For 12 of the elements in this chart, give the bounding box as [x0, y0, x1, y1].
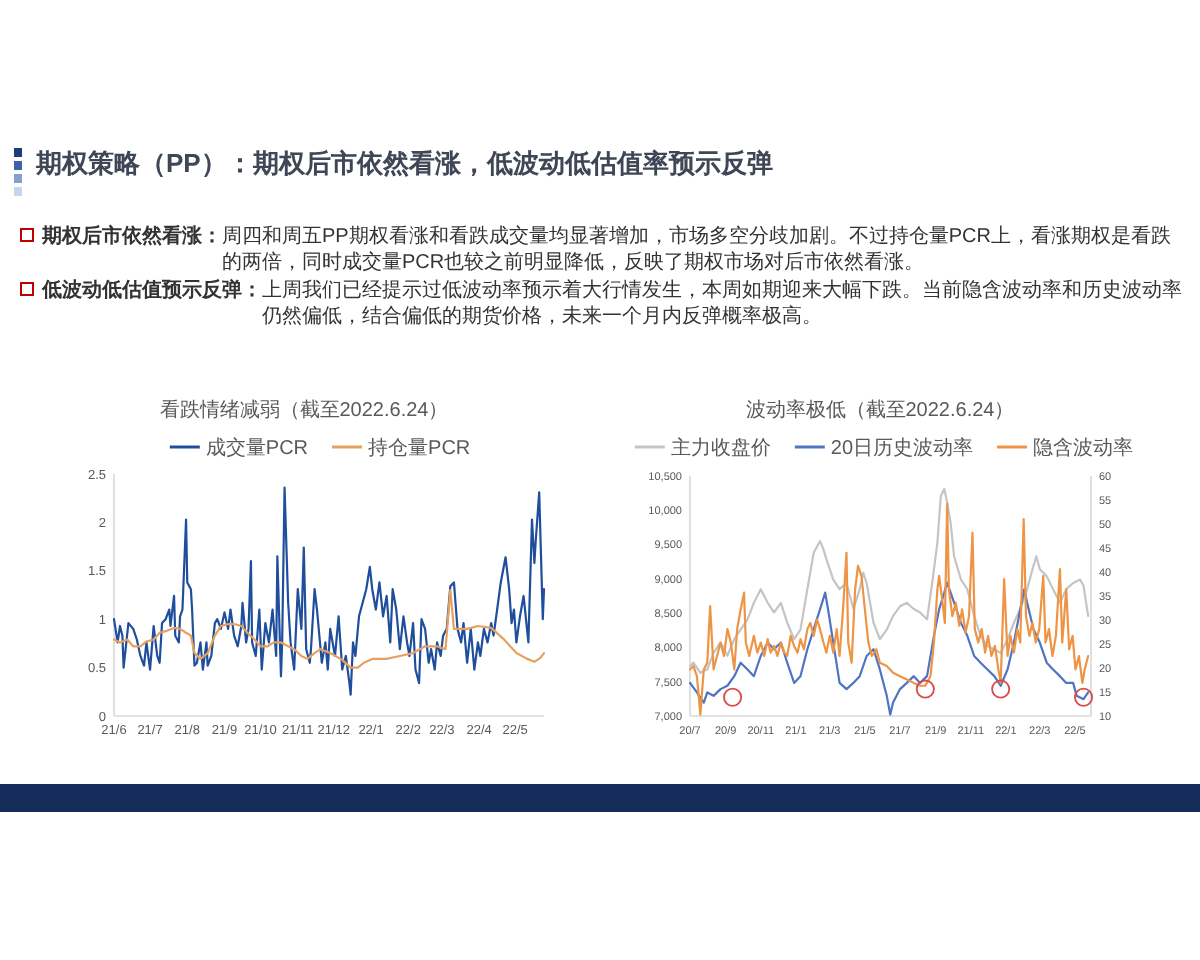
chart-title: 看跌情绪减弱（截至2022.6.24）	[159, 398, 449, 422]
chart-title: 波动率极低（截至2022.6.24）	[745, 398, 1015, 422]
legend-label: 20日历史波动率	[830, 436, 974, 460]
legend-label: 成交量PCR	[205, 436, 309, 460]
text: 期权策略（PP）：期权后市依然看涨，低波动低估值率预示反弹	[36, 146, 775, 182]
text: 期权后市依然看涨：	[42, 226, 222, 248]
text: 上周我们已经提示过低波动率预示着大行情发生，本周如期迎来大幅下跌。当前隐含波动率和历史波动率仍然偏低，结合偏低的期货价格，未来一个月内反弹概率极高。	[262, 277, 1184, 332]
legend-label: 隐含波动率	[1033, 436, 1134, 460]
text: 周四和周五PP期权看涨和看跌成交量均显著增加，市场多空分歧加剧。不过持仓量PCR上，看涨期权是看跌的两倍，同时成交量PCR也较之前明显降低，反映了期权市场对后市依然看涨。	[222, 224, 1173, 278]
legend-label: 持仓量PCR	[368, 436, 471, 460]
legend-label: 主力收盘价	[670, 436, 771, 460]
text: 低波动低估值预示反弹：	[42, 279, 262, 302]
